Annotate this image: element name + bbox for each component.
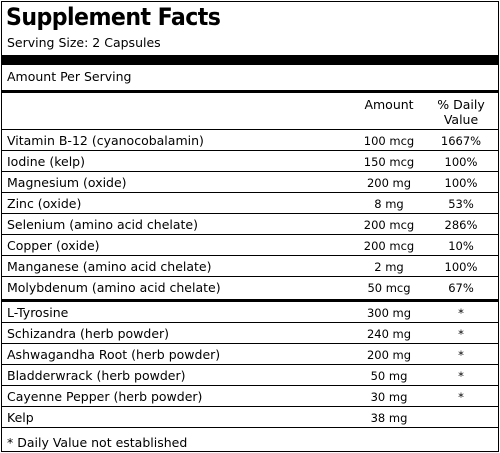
nutrient-daily-value: 286% [444,218,478,232]
table-row: Copper (oxide) 200 mcg 10% [2,235,498,256]
column-header-dv-line2: Value [443,112,479,127]
column-header-daily-value: % Daily Value [426,97,496,127]
table-row: Manganese (amino acid chelate) 2 mg 100% [2,256,498,277]
divider-below-amount-per [2,90,498,93]
nutrient-amount: 200 mcg [363,218,415,232]
nutrient-daily-value: * [458,369,464,383]
amount-per-serving: Amount Per Serving [7,69,132,84]
table-row: Selenium (amino acid chelate) 200 mcg 286% [2,214,498,235]
nutrient-amount: 200 mg [366,348,412,362]
nutrient-daily-value: 100% [444,176,478,190]
nutrient-daily-value: 10% [448,239,474,253]
row-divider [2,364,498,365]
table-row: Schizandra (herb powder) 240 mg * [2,323,498,344]
nutrient-amount: 300 mg [366,306,412,320]
row-divider [2,192,498,193]
divider-below-header [2,129,498,130]
nutrient-amount: 38 mg [370,411,408,425]
nutrient-name: Magnesium (oxide) [7,175,127,190]
row-divider [2,406,498,407]
nutrient-amount: 2 mg [374,260,404,274]
divider-between-sections [2,299,498,302]
nutrient-name: Vitamin B-12 (cyanocobalamin) [7,133,204,148]
row-divider [2,255,498,256]
nutrient-name: L-Tyrosine [7,305,69,320]
row-divider [2,427,498,428]
nutrient-name: Schizandra (herb powder) [7,326,170,341]
nutrient-name: Ashwagandha Root (herb powder) [7,347,221,362]
table-row: Magnesium (oxide) 200 mg 100% [2,172,498,193]
table-row: Zinc (oxide) 8 mg 53% [2,193,498,214]
table-row: Vitamin B-12 (cyanocobalamin) 100 mcg 1667… [2,130,498,151]
nutrient-name: Molybdenum (amino acid chelate) [7,280,221,295]
nutrient-amount: 150 mcg [363,155,415,169]
row-divider [2,322,498,323]
label-title: Supplement Facts [6,3,221,31]
row-divider [2,385,498,386]
table-row: Molybdenum (amino acid chelate) 50 mcg 67% [2,277,498,299]
nutrient-daily-value: 1667% [440,134,482,148]
nutrient-amount: 50 mg [370,369,408,383]
table-row: Kelp 38 mg [2,407,498,428]
nutrient-name: Bladderwrack (herb powder) [7,368,186,383]
table-row: Cayenne Pepper (herb powder) 30 mg * [2,386,498,407]
nutrient-name: Copper (oxide) [7,238,100,253]
row-divider [2,276,498,277]
thick-divider-top [2,55,498,65]
nutrient-amount: 50 mcg [367,281,411,295]
column-header-amount: Amount [364,97,414,112]
nutrient-amount: 200 mcg [363,239,415,253]
table-row: L-Tyrosine 300 mg * [2,302,498,323]
footnote: * Daily Value not established [7,435,188,450]
row-divider [2,234,498,235]
nutrient-name: Manganese (amino acid chelate) [7,259,212,274]
nutrient-daily-value: * [458,306,464,320]
nutrient-amount: 30 mg [370,390,408,404]
row-divider [2,213,498,214]
nutrient-amount: 8 mg [374,197,404,211]
serving-size: Serving Size: 2 Capsules [7,35,161,50]
nutrient-daily-value: 100% [444,260,478,274]
row-divider [2,343,498,344]
column-header-dv-line1: % Daily [437,97,485,112]
table-row: Ashwagandha Root (herb powder) 200 mg * [2,344,498,365]
table-row: Bladderwrack (herb powder) 50 mg * [2,365,498,386]
nutrient-daily-value: * [458,390,464,404]
nutrient-name: Kelp [7,410,34,425]
nutrient-name: Zinc (oxide) [7,196,82,211]
row-divider [2,171,498,172]
nutrient-name: Selenium (amino acid chelate) [7,217,198,232]
nutrient-daily-value: 53% [448,197,474,211]
nutrient-name: Cayenne Pepper (herb powder) [7,389,203,404]
nutrient-daily-value: 100% [444,155,478,169]
table-row: Iodine (kelp) 150 mcg 100% [2,151,498,172]
nutrient-amount: 100 mcg [363,134,415,148]
nutrient-daily-value: * [458,327,464,341]
nutrient-amount: 240 mg [366,327,412,341]
nutrient-name: Iodine (kelp) [7,154,85,169]
nutrient-daily-value: * [458,348,464,362]
row-divider [2,150,498,151]
nutrient-daily-value: 67% [448,281,474,295]
nutrient-amount: 200 mg [366,176,412,190]
